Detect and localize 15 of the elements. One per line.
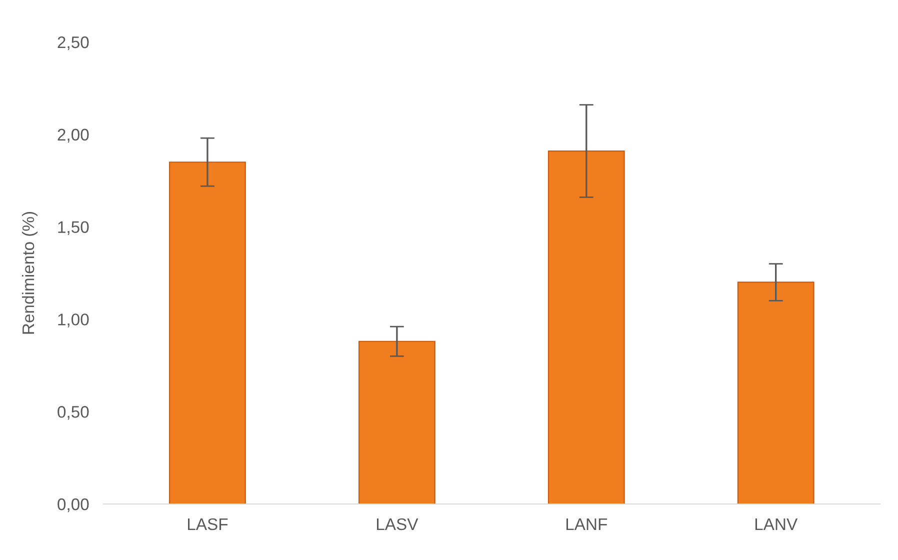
bar (548, 150, 625, 504)
y-tick-label: 2,00 (58, 128, 89, 143)
x-tick-label: LANF (566, 518, 608, 530)
bar (169, 162, 246, 504)
y-tick-label: 0,50 (58, 406, 89, 420)
x-tick-label: LANV (755, 518, 798, 530)
y-axis-title: Rendimiento (%) (22, 212, 38, 334)
bar (358, 340, 436, 504)
bar (737, 282, 814, 504)
y-tick-label: 1,00 (58, 314, 89, 328)
y-tick-label: 0,00 (58, 498, 89, 512)
x-tick-label: LASF (188, 518, 228, 530)
x-tick-label: LASV (376, 518, 418, 530)
y-tick-label: 1,50 (58, 221, 89, 235)
y-tick-label: 2,50 (58, 36, 89, 50)
